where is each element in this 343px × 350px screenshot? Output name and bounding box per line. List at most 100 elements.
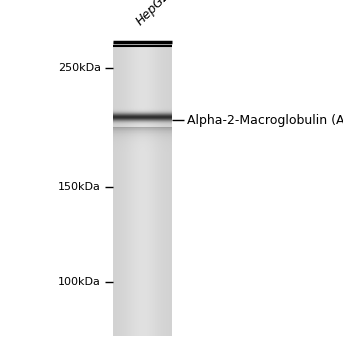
Bar bbox=[137, 139, 138, 140]
Bar bbox=[113, 131, 114, 132]
Bar bbox=[136, 144, 137, 145]
Bar bbox=[146, 140, 147, 141]
Bar bbox=[129, 148, 130, 149]
Bar bbox=[168, 147, 169, 148]
Bar bbox=[136, 137, 137, 138]
Bar bbox=[117, 140, 118, 141]
Bar bbox=[140, 135, 141, 136]
Bar bbox=[130, 42, 131, 336]
Bar bbox=[151, 140, 152, 141]
Bar bbox=[123, 144, 124, 145]
Bar bbox=[118, 128, 119, 129]
Bar bbox=[129, 150, 130, 151]
Bar bbox=[116, 138, 117, 139]
Bar bbox=[164, 129, 165, 130]
Bar bbox=[127, 139, 128, 140]
Bar bbox=[153, 129, 154, 130]
Bar bbox=[169, 128, 170, 129]
Bar bbox=[123, 135, 124, 136]
Bar bbox=[154, 135, 155, 136]
Bar bbox=[142, 127, 143, 128]
Bar bbox=[161, 129, 162, 130]
Bar bbox=[145, 137, 146, 138]
Bar bbox=[133, 144, 134, 145]
Bar bbox=[156, 138, 157, 139]
Bar bbox=[162, 148, 163, 149]
Bar bbox=[139, 131, 140, 132]
Bar bbox=[161, 135, 162, 136]
Bar bbox=[115, 137, 116, 138]
Bar bbox=[142, 129, 143, 130]
Bar bbox=[155, 144, 156, 145]
Bar bbox=[146, 140, 147, 141]
Bar bbox=[131, 130, 132, 131]
Bar bbox=[153, 135, 154, 136]
Bar bbox=[164, 140, 165, 141]
Bar bbox=[129, 145, 130, 146]
Bar bbox=[138, 148, 139, 149]
Bar bbox=[164, 130, 165, 131]
Bar bbox=[155, 138, 156, 139]
Bar bbox=[142, 144, 143, 145]
Bar bbox=[124, 128, 125, 129]
Bar bbox=[139, 146, 140, 147]
Bar bbox=[166, 142, 167, 143]
Bar bbox=[159, 147, 160, 148]
Bar bbox=[127, 42, 128, 336]
Bar bbox=[118, 151, 119, 152]
Bar bbox=[163, 132, 164, 133]
Bar bbox=[113, 150, 114, 151]
Bar bbox=[149, 135, 150, 136]
Bar bbox=[165, 139, 166, 140]
Bar bbox=[115, 145, 116, 146]
Bar bbox=[132, 134, 133, 135]
Bar bbox=[147, 127, 148, 128]
Bar bbox=[122, 140, 123, 141]
Bar bbox=[120, 149, 121, 150]
Bar bbox=[114, 139, 115, 140]
Bar bbox=[164, 127, 165, 128]
Bar bbox=[171, 147, 172, 148]
Bar bbox=[120, 145, 121, 146]
Bar bbox=[147, 146, 148, 147]
Bar bbox=[161, 134, 162, 135]
Bar bbox=[127, 142, 128, 143]
Bar bbox=[145, 139, 146, 140]
Bar bbox=[158, 134, 159, 135]
Bar bbox=[139, 147, 140, 148]
Bar bbox=[116, 150, 117, 151]
Bar bbox=[161, 144, 162, 145]
Bar bbox=[149, 142, 150, 143]
Bar bbox=[130, 140, 131, 141]
Bar bbox=[152, 137, 153, 138]
Bar bbox=[160, 136, 161, 137]
Bar bbox=[132, 148, 133, 149]
Bar bbox=[152, 150, 153, 151]
Bar bbox=[168, 127, 169, 128]
Bar bbox=[138, 127, 139, 128]
Bar bbox=[157, 140, 158, 141]
Bar bbox=[128, 144, 129, 145]
Bar bbox=[120, 150, 121, 151]
Bar bbox=[152, 148, 153, 149]
Bar bbox=[142, 131, 143, 132]
Bar bbox=[125, 150, 126, 151]
Bar bbox=[122, 135, 123, 136]
Bar bbox=[124, 135, 125, 136]
Bar bbox=[157, 131, 158, 132]
Bar bbox=[162, 139, 163, 140]
Bar bbox=[127, 140, 128, 141]
Bar bbox=[150, 140, 151, 141]
Bar bbox=[170, 136, 171, 137]
Bar bbox=[166, 141, 167, 142]
Bar bbox=[154, 136, 155, 137]
Bar bbox=[169, 130, 170, 131]
Bar bbox=[145, 148, 146, 149]
Bar bbox=[115, 130, 116, 131]
Bar bbox=[156, 139, 157, 140]
Bar bbox=[158, 131, 159, 132]
Bar bbox=[166, 148, 167, 149]
Bar bbox=[123, 140, 124, 141]
Bar bbox=[116, 151, 117, 152]
Bar bbox=[122, 151, 123, 152]
